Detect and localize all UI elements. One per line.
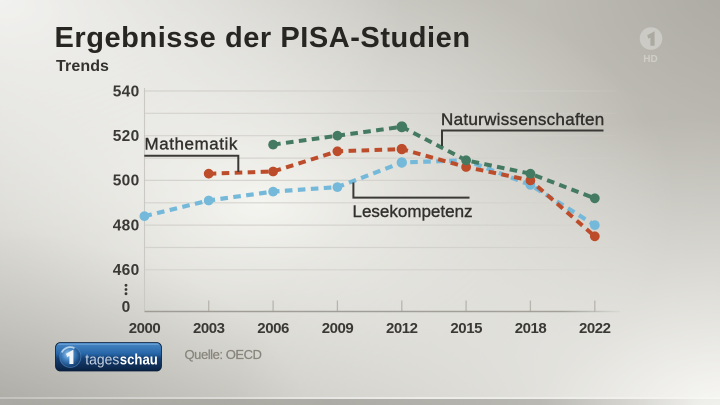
svg-text:2018: 2018 [515,320,547,337]
svg-text:Quelle: OECD: Quelle: OECD [185,347,262,362]
svg-text:540: 540 [113,83,140,100]
svg-text:480: 480 [113,217,140,234]
svg-text:tages: tages [85,353,119,369]
svg-text:0: 0 [122,299,131,316]
svg-text:schau: schau [120,353,158,369]
svg-text:2000: 2000 [129,320,161,337]
svg-text:HD: HD [643,54,657,65]
svg-text:Mathematik: Mathematik [145,135,238,154]
svg-text:2022: 2022 [579,320,611,337]
svg-text:2015: 2015 [450,320,482,337]
svg-text:2006: 2006 [257,320,289,337]
svg-text:500: 500 [113,173,140,190]
svg-text:2009: 2009 [322,320,354,337]
svg-text:460: 460 [113,262,140,279]
svg-text:520: 520 [113,128,140,145]
svg-text:Lesekompetenz: Lesekompetenz [353,202,473,221]
svg-text:2012: 2012 [386,320,418,337]
svg-text:2003: 2003 [193,320,225,337]
svg-text:Naturwissenschaften: Naturwissenschaften [441,110,605,129]
